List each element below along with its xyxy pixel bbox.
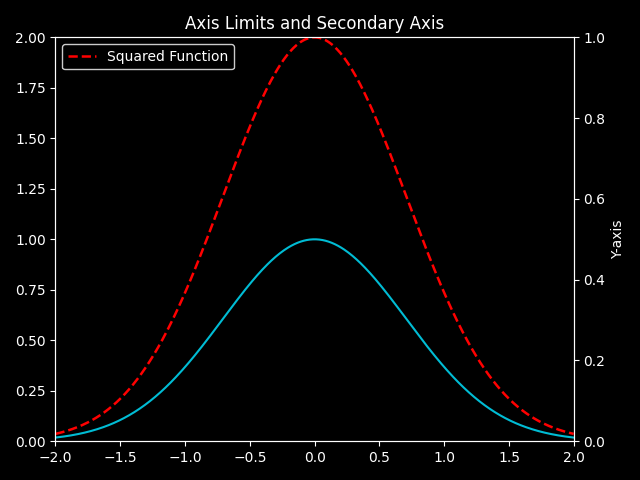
Legend: Squared Function: Squared Function [63, 44, 234, 70]
Y-axis label: Y-axis: Y-axis [611, 219, 625, 259]
Title: Axis Limits and Secondary Axis: Axis Limits and Secondary Axis [185, 15, 444, 33]
